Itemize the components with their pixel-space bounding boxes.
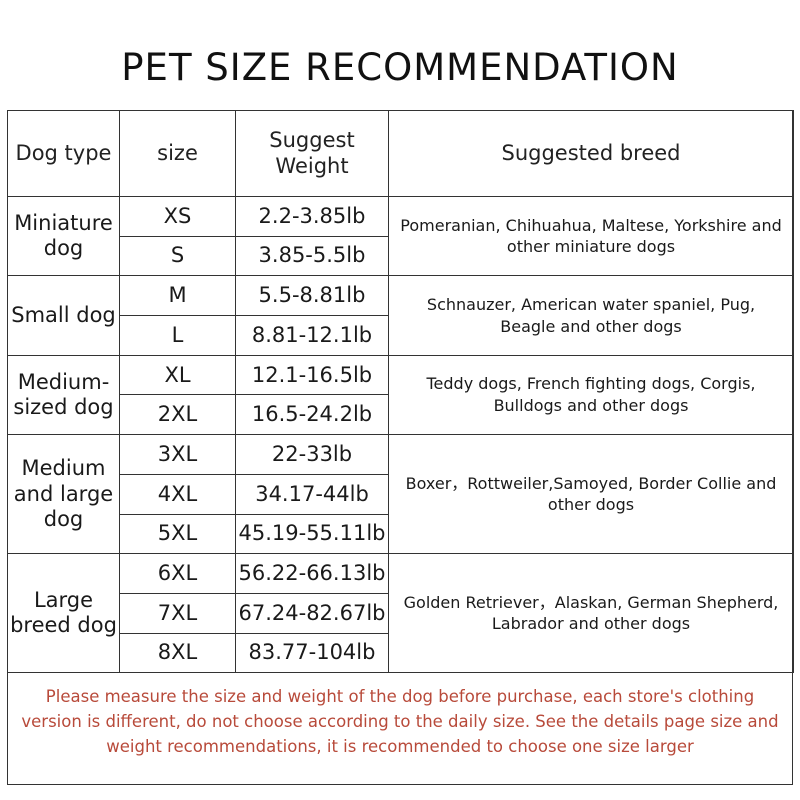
dog-type-cell: Small dog — [7, 275, 120, 356]
size-cell: XS — [119, 196, 236, 237]
size-cell: 3XL — [119, 434, 236, 475]
purchase-note: Please measure the size and weight of th… — [21, 687, 779, 756]
size-cell: L — [119, 315, 236, 356]
weight-cell: 45.19-55.11lb — [235, 513, 389, 555]
weight-cell: 16.5-24.2lb — [235, 394, 389, 436]
weight-cell: 83.77-104lb — [235, 632, 389, 674]
table-row: Medium-sized dog XL 12.1-16.5lb Teddy dogs,… — [7, 354, 794, 436]
page-title: PET SIZE RECOMMENDATION — [121, 46, 679, 89]
table-row: 8XL 83.77-104lb — [8, 632, 794, 674]
table-row: 2XL 16.5-24.2lb — [8, 394, 794, 436]
breed-cell: Pomeranian, Chihuahua, Maltese, Yorkshir… — [388, 195, 794, 277]
breed-cell: Golden Retriever，Alaskan, German Shepher… — [388, 553, 794, 674]
header-weight: Suggest Weight — [235, 110, 389, 197]
table-row: 5XL 45.19-55.11lb — [8, 513, 794, 555]
table-row: Small dog M 5.5-8.81lb Schnauzer, American … — [7, 275, 794, 356]
size-cell: M — [119, 275, 236, 317]
breed-cell: Schnauzer, American water spaniel, Pug, … — [388, 275, 794, 356]
weight-cell: 34.17-44lb — [235, 473, 389, 515]
dog-type-cell: Miniature dog — [7, 195, 120, 277]
table-body: Miniature dog XS 2.2-3.85lb Pomeranian, Chi… — [7, 195, 794, 674]
weight-cell: 56.22-66.13lb — [235, 553, 389, 594]
breed-cell: Teddy dogs, French fighting dogs, Corgis… — [388, 354, 794, 436]
table-row: Miniature dog XS 2.2-3.85lb Pomeranian, Chi… — [7, 195, 794, 277]
table-row: Medium and large dog 3XL 22-33lb Boxer，Rott… — [7, 434, 794, 555]
dog-type-cell: Large breed dog — [7, 553, 120, 674]
size-cell: 2XL — [119, 394, 236, 436]
table-row: L 8.81-12.1lb — [8, 315, 794, 356]
table-row: Large breed dog 6XL 56.22-66.13lb Golden Re… — [7, 553, 794, 674]
weight-cell: 5.5-8.81lb — [235, 275, 389, 317]
dog-type-cell: Medium-sized dog — [7, 354, 120, 436]
weight-cell: 12.1-16.5lb — [235, 354, 389, 396]
weight-cell: 2.2-3.85lb — [235, 196, 389, 237]
breed-cell: Boxer，Rottweiler,Samoyed, Border Collie … — [388, 434, 794, 555]
header-row: Dog type size Suggest Weight Suggested b… — [7, 110, 794, 197]
header-weight-line2: Weight — [275, 153, 349, 178]
weight-cell: 67.24-82.67lb — [235, 592, 389, 634]
header-breed: Suggested breed — [388, 110, 794, 197]
table-row: 7XL 67.24-82.67lb — [8, 592, 794, 634]
header-size: size — [119, 110, 236, 197]
size-table: Dog type size Suggest Weight Suggested b… — [7, 110, 794, 674]
size-cell: 7XL — [119, 592, 236, 634]
size-cell: 8XL — [119, 632, 236, 674]
size-cell: XL — [119, 354, 236, 396]
table-row: S 3.85-5.5lb — [8, 235, 794, 277]
header-weight-line1: Suggest — [269, 128, 355, 153]
weight-cell: 3.85-5.5lb — [235, 235, 389, 277]
size-cell: S — [119, 235, 236, 277]
weight-cell: 8.81-12.1lb — [235, 315, 389, 356]
dog-type-cell: Medium and large dog — [7, 434, 120, 555]
header-dog-type: Dog type — [7, 110, 120, 197]
size-cell: 5XL — [119, 513, 236, 555]
weight-cell: 22-33lb — [235, 434, 389, 475]
size-cell: 4XL — [119, 473, 236, 515]
size-cell: 6XL — [119, 553, 236, 594]
